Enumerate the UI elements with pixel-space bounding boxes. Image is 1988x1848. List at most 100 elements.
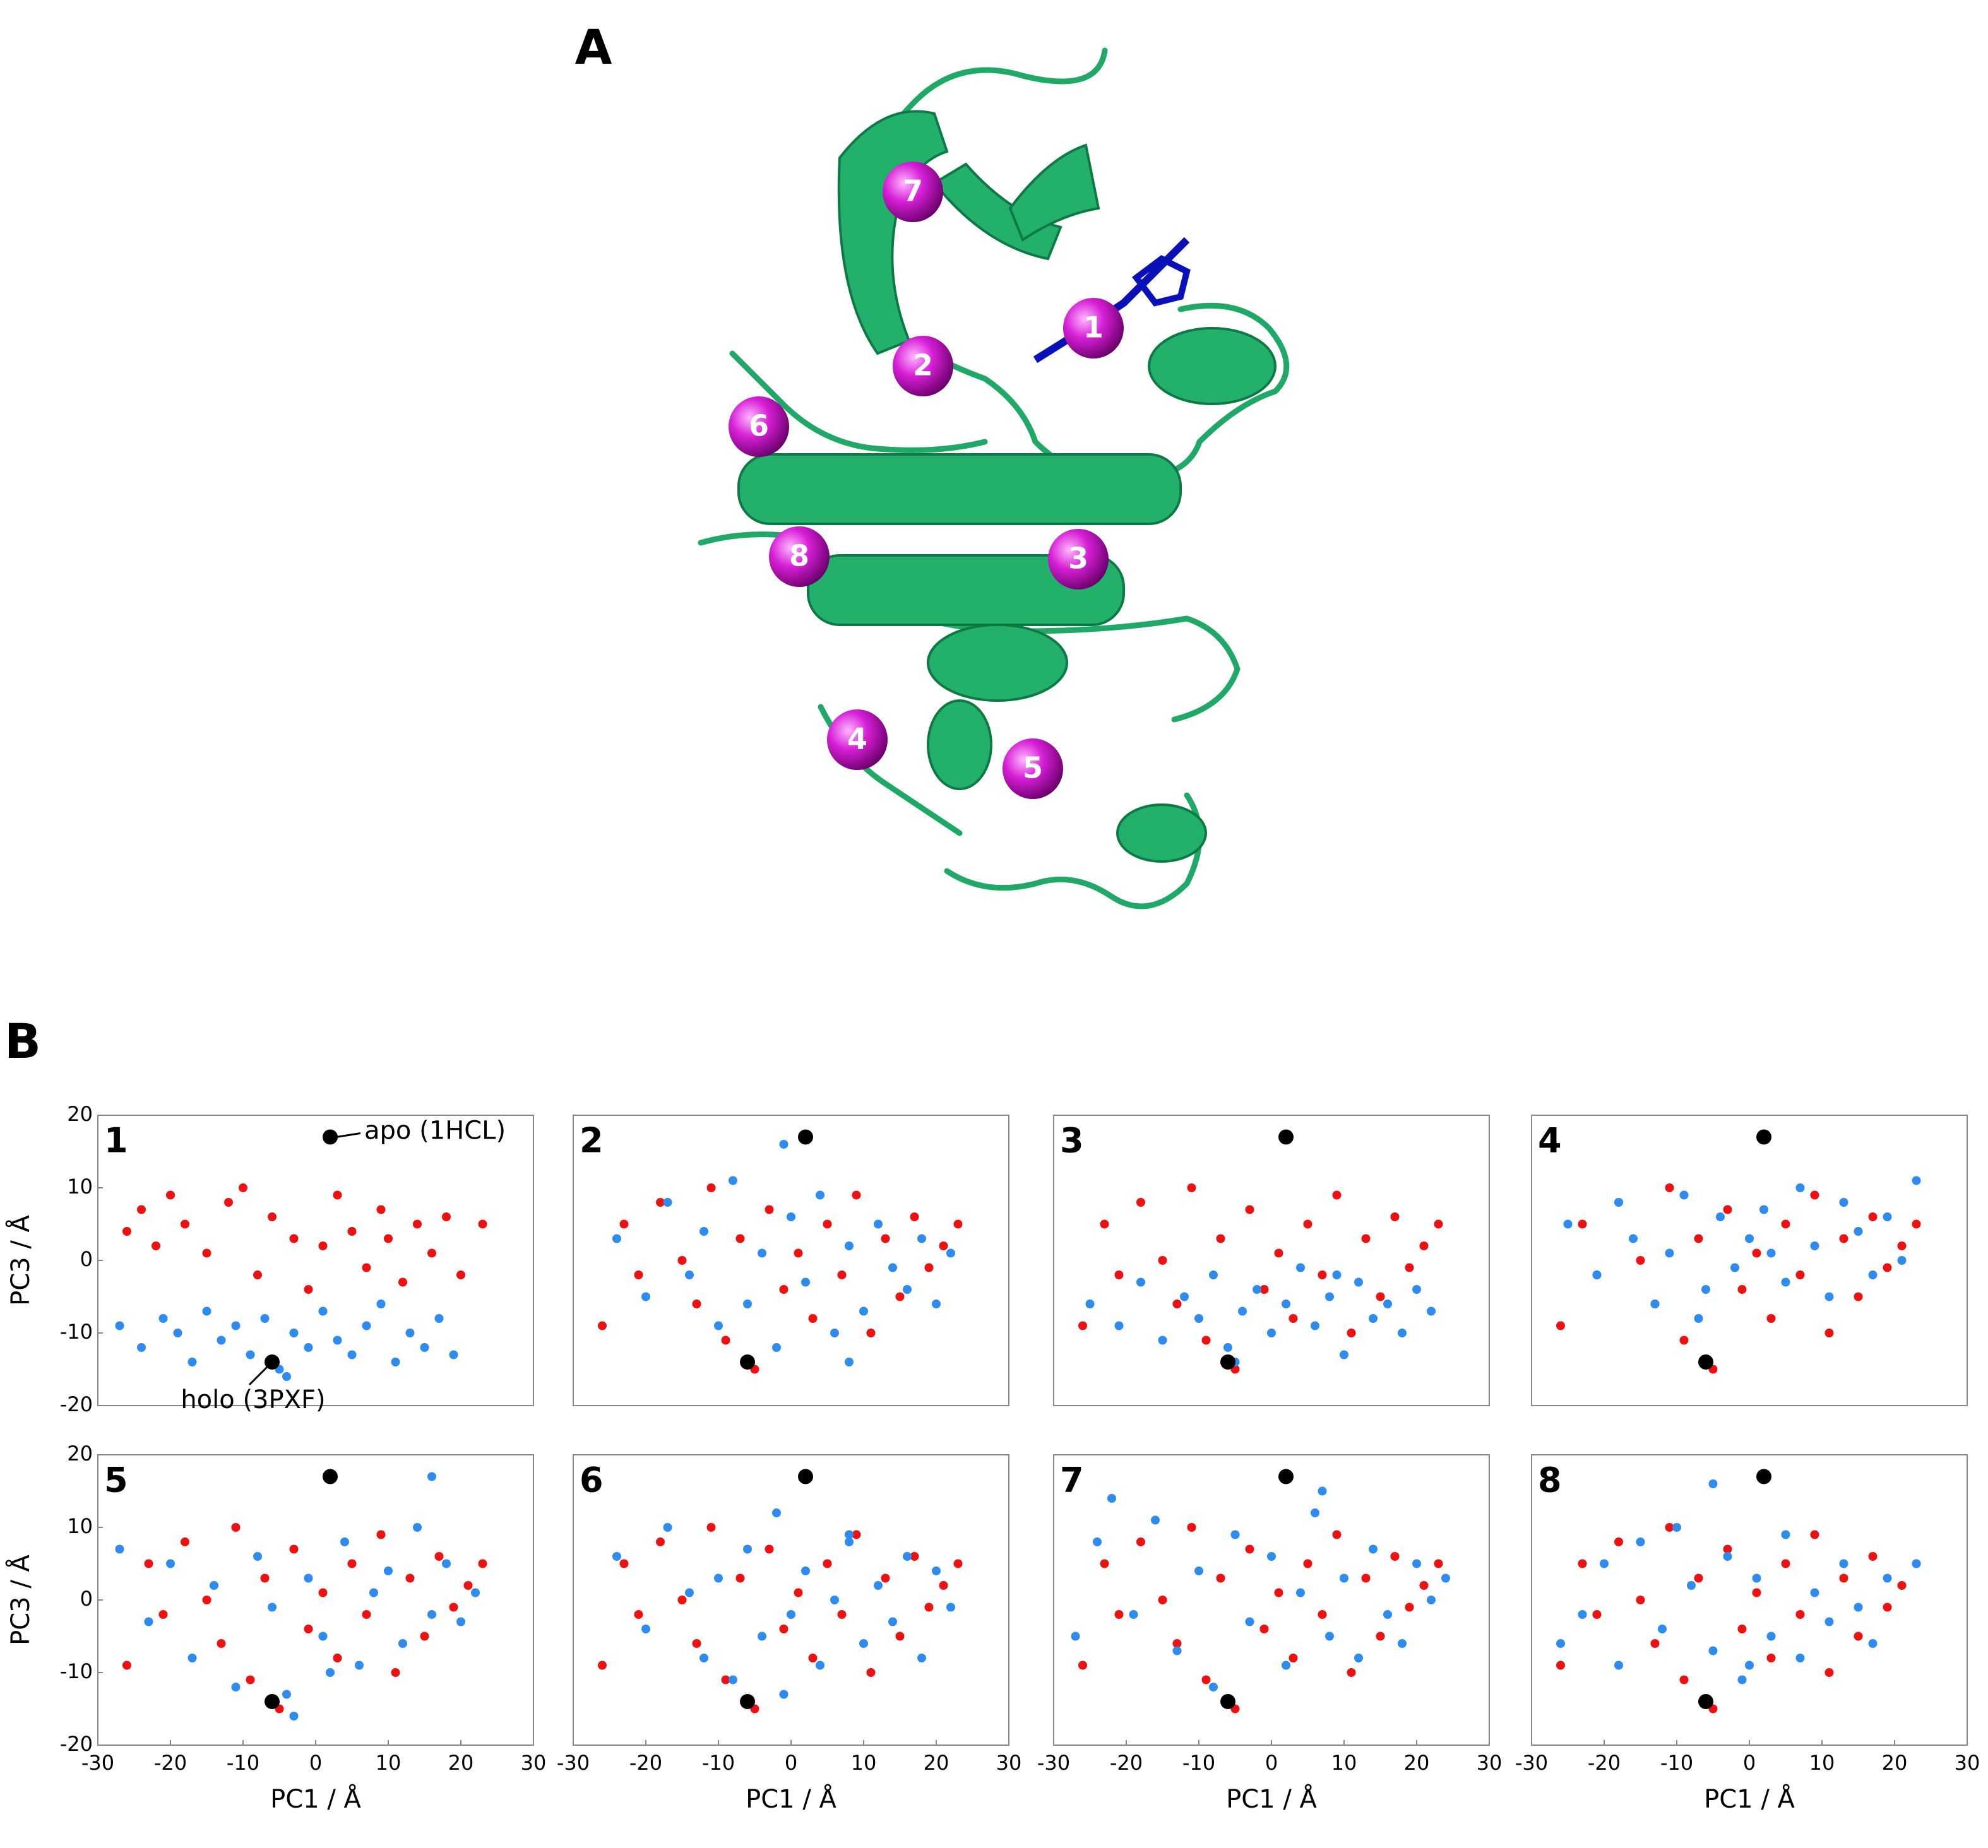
point	[1245, 1544, 1254, 1554]
plot-frame	[1053, 1115, 1490, 1406]
point	[1745, 1234, 1754, 1243]
panel-number: 3	[1060, 1121, 1084, 1161]
point	[231, 1523, 241, 1532]
point	[1158, 1336, 1167, 1345]
point	[449, 1350, 458, 1359]
point	[282, 1690, 291, 1699]
point	[729, 1176, 737, 1185]
y-axis-label: PC3 / Å	[5, 1554, 35, 1645]
point	[1868, 1212, 1878, 1221]
x-tick-label: 0	[1743, 1751, 1756, 1775]
point	[318, 1241, 328, 1250]
site-markers: 1 2 3 4 5 6 7 8	[729, 162, 1124, 799]
point	[471, 1588, 480, 1597]
point	[152, 1241, 160, 1250]
point	[181, 1537, 189, 1546]
x-tick-label: 30	[1477, 1751, 1503, 1775]
point	[333, 1190, 342, 1200]
point	[202, 1306, 211, 1316]
point	[362, 1321, 371, 1330]
point	[289, 1234, 299, 1243]
point	[910, 1212, 919, 1221]
point	[384, 1234, 393, 1243]
x-axis-label: PC1 / Å	[1226, 1784, 1317, 1814]
point	[823, 1559, 832, 1568]
x-tick-label: 30	[1955, 1751, 1980, 1775]
point	[340, 1537, 349, 1546]
reference-point	[1278, 1129, 1294, 1145]
point	[1578, 1610, 1587, 1619]
point	[634, 1270, 643, 1279]
point	[1427, 1596, 1436, 1604]
reference-point	[1698, 1354, 1713, 1370]
y-tick-label: 20	[67, 1442, 93, 1466]
panel-number: 8	[1538, 1460, 1562, 1500]
point	[1636, 1256, 1645, 1265]
point	[1752, 1573, 1761, 1583]
point	[743, 1300, 752, 1308]
reference-point	[798, 1129, 813, 1145]
point	[253, 1270, 262, 1279]
point	[1311, 1321, 1319, 1330]
x-tick-label: 10	[1331, 1751, 1357, 1775]
point	[333, 1336, 342, 1345]
point	[137, 1343, 146, 1352]
point	[1854, 1632, 1863, 1641]
y-axis-label: PC3 / Å	[5, 1214, 35, 1305]
x-tick-label: 10	[851, 1751, 877, 1775]
point	[1434, 1559, 1443, 1568]
point	[282, 1372, 291, 1381]
point	[663, 1198, 672, 1207]
reference-point	[740, 1354, 755, 1370]
point	[1716, 1212, 1725, 1221]
point	[1563, 1219, 1573, 1229]
point	[1332, 1190, 1342, 1200]
point	[1180, 1292, 1189, 1301]
point	[1194, 1314, 1203, 1323]
point	[347, 1559, 357, 1568]
point	[318, 1632, 328, 1641]
point	[706, 1523, 716, 1532]
point	[1687, 1581, 1696, 1590]
point	[1600, 1559, 1609, 1568]
point	[634, 1610, 643, 1619]
point	[1708, 1646, 1718, 1656]
annotation: apo (1HCL)	[364, 1116, 506, 1146]
point	[289, 1544, 299, 1554]
point	[1737, 1285, 1747, 1294]
point	[917, 1654, 926, 1662]
point	[903, 1285, 912, 1294]
annotation-line	[336, 1132, 361, 1138]
point	[1114, 1270, 1124, 1279]
point	[953, 1559, 963, 1568]
point	[612, 1552, 621, 1561]
point	[1694, 1573, 1703, 1583]
point	[260, 1314, 270, 1323]
point	[685, 1270, 694, 1279]
point	[852, 1530, 861, 1539]
point	[202, 1248, 211, 1258]
point	[903, 1552, 912, 1561]
point	[304, 1285, 313, 1294]
point	[1282, 1661, 1290, 1670]
point	[434, 1314, 444, 1323]
point	[1340, 1350, 1348, 1359]
point	[1267, 1552, 1276, 1561]
point	[1883, 1573, 1892, 1583]
reference-point	[1756, 1469, 1771, 1484]
point	[808, 1654, 818, 1662]
point	[830, 1596, 839, 1604]
x-tick-label: -10	[227, 1751, 259, 1775]
point	[1665, 1183, 1674, 1192]
point	[924, 1602, 934, 1612]
point	[347, 1350, 357, 1359]
point	[1427, 1306, 1436, 1316]
point	[924, 1263, 934, 1272]
point	[1614, 1198, 1623, 1207]
point	[268, 1212, 277, 1221]
point	[1868, 1639, 1878, 1648]
plot-frame	[1531, 1454, 1968, 1746]
x-tick-label: 20	[1404, 1751, 1430, 1775]
point	[1398, 1329, 1407, 1337]
